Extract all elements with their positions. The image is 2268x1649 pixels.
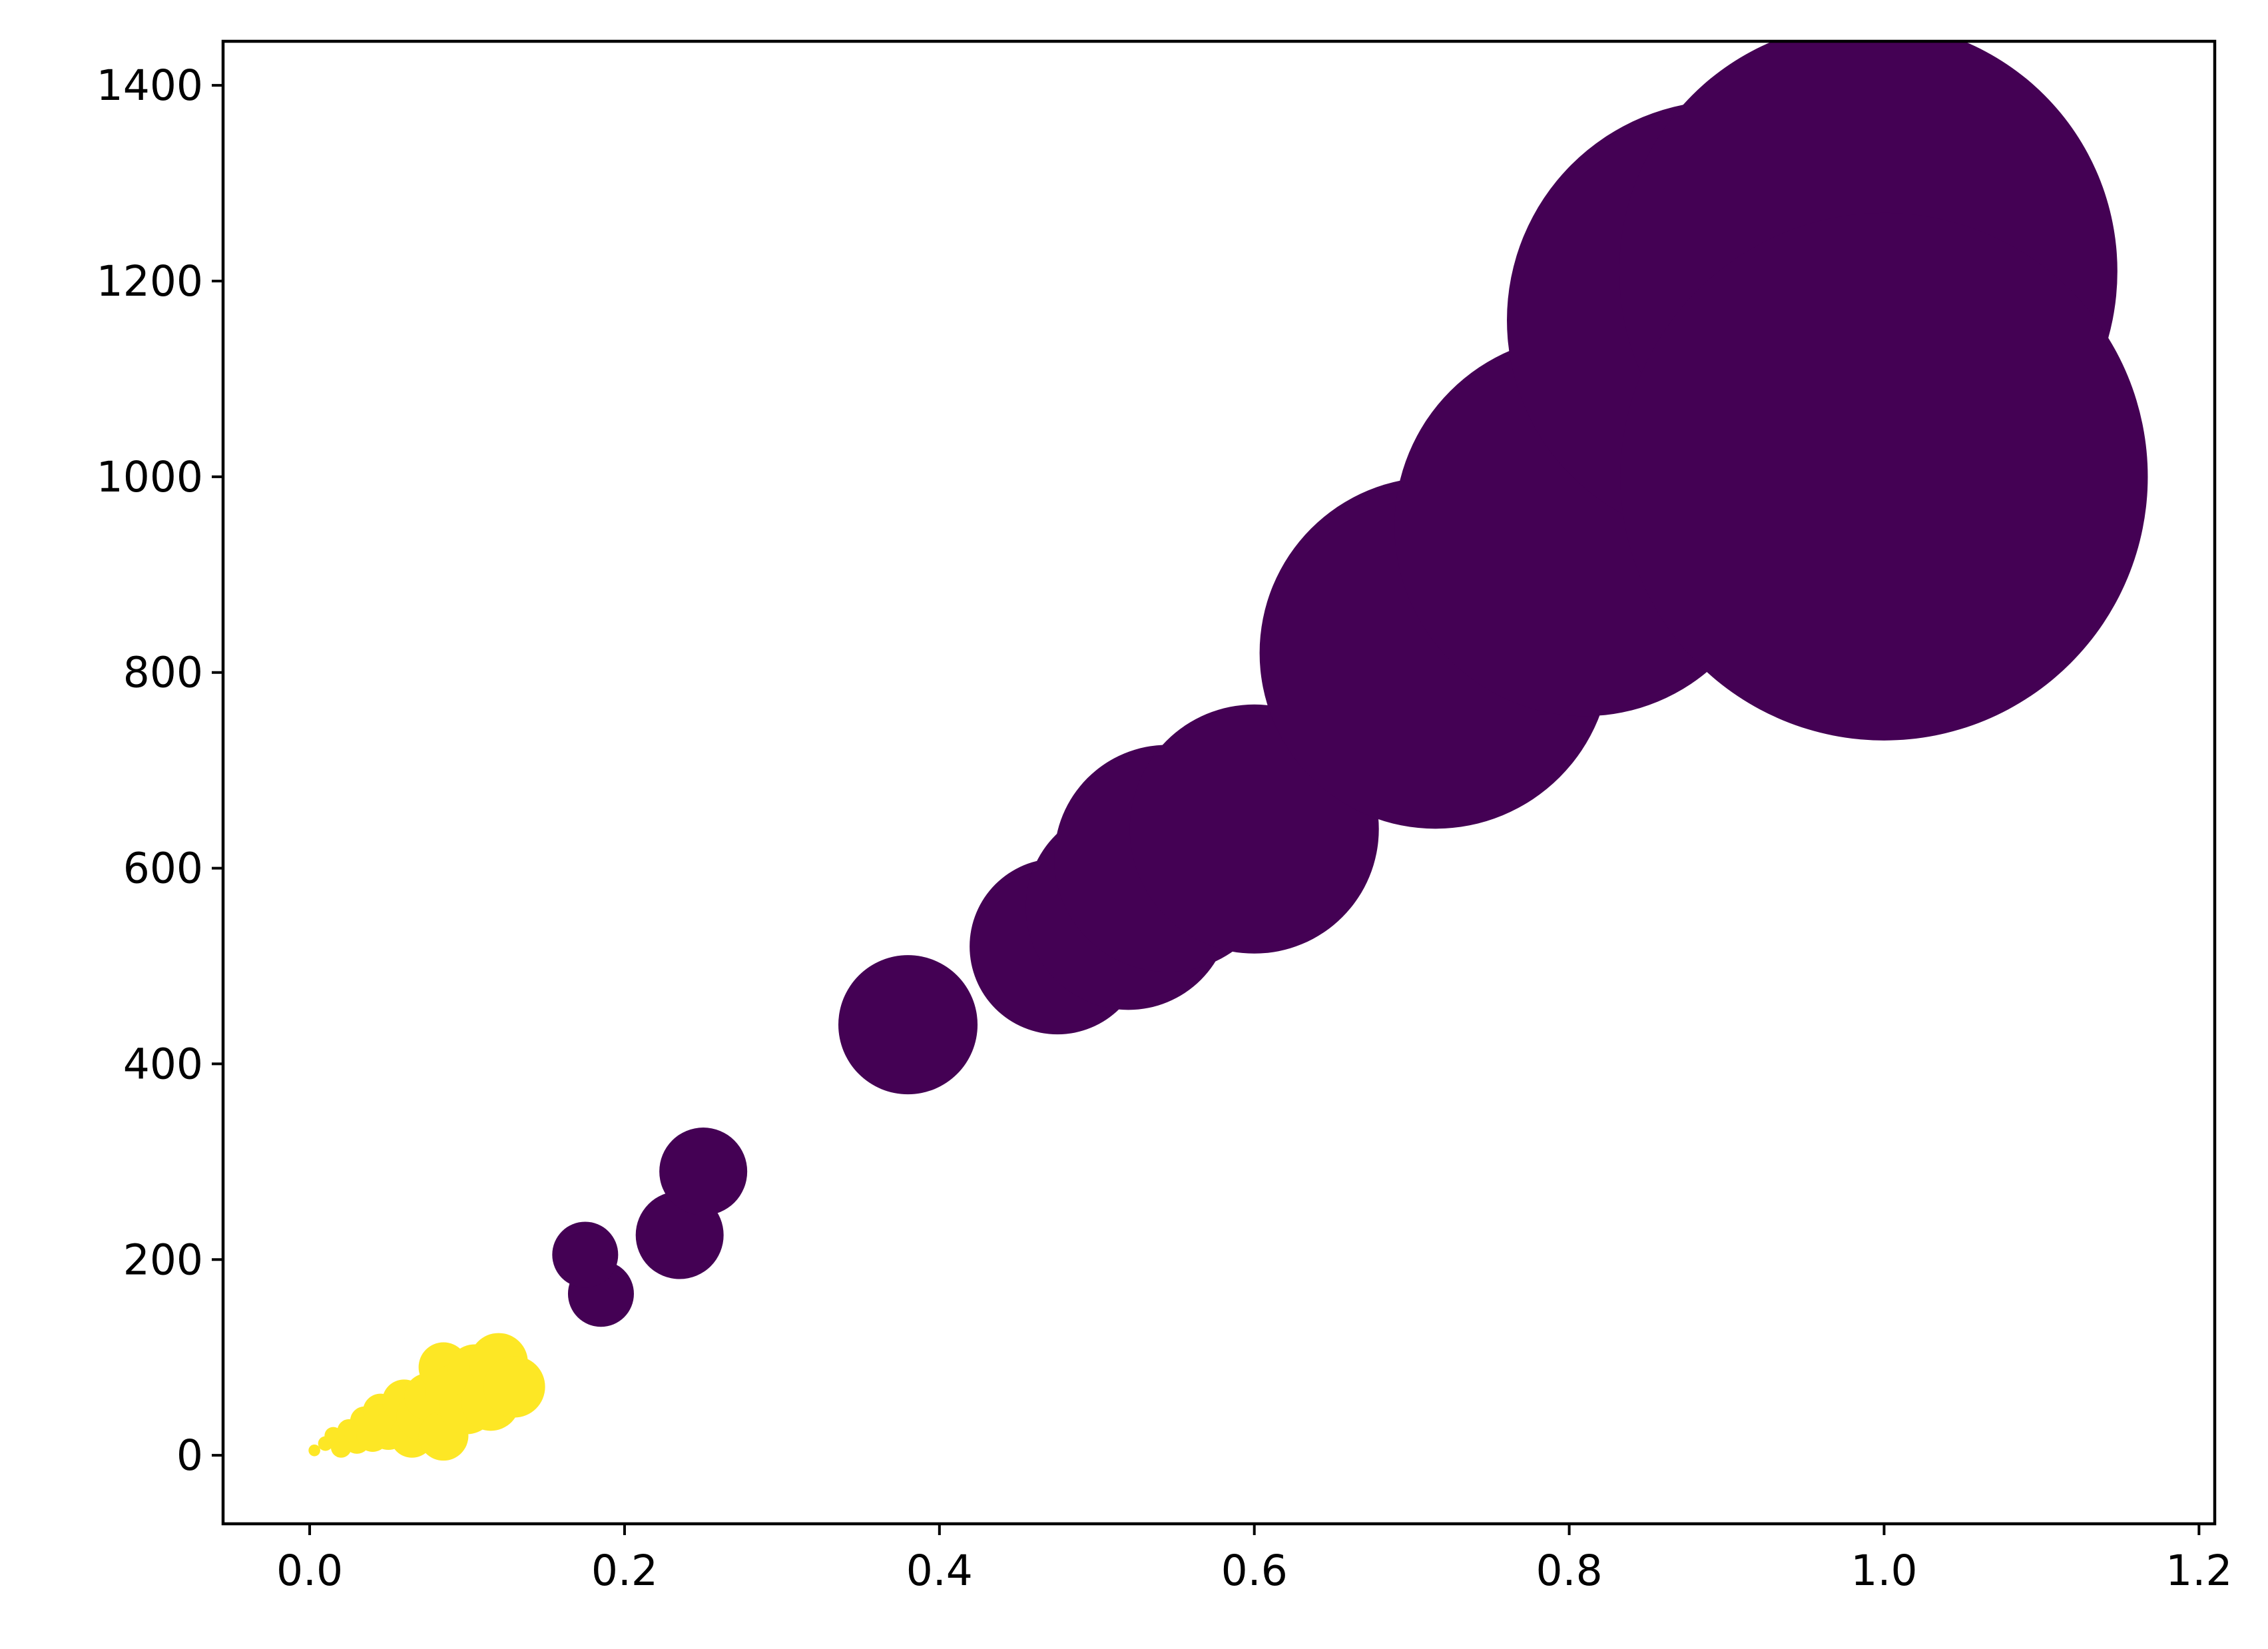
- data-point: [838, 955, 978, 1095]
- x-axis: 0.0 0.2 0.4 0.6 0.8 1.0 1.2: [276, 1524, 2232, 1595]
- y-tick-label: 800: [123, 649, 203, 697]
- x-tick-label: 0.2: [591, 1546, 658, 1595]
- y-tick-label: 400: [123, 1040, 203, 1088]
- data-point: [308, 1445, 320, 1457]
- data-point: [552, 1221, 619, 1288]
- y-tick-label: 1200: [97, 257, 203, 306]
- data-point: [483, 1356, 545, 1418]
- series-1: [308, 1333, 545, 1461]
- y-tick-label: 0: [176, 1431, 203, 1480]
- x-tick-label: 1.0: [1850, 1546, 1917, 1595]
- data-point: [659, 1128, 748, 1216]
- x-tick-label: 1.2: [2165, 1546, 2232, 1595]
- y-tick-label: 600: [123, 844, 203, 893]
- x-tick-label: 0.6: [1221, 1546, 1288, 1595]
- series-0: [380, 41, 2148, 1411]
- y-tick-label: 1000: [97, 453, 203, 501]
- y-tick-label: 1400: [97, 61, 203, 110]
- y-axis: 0 200 400 600 800 1000 1200 1400: [97, 61, 223, 1480]
- x-tick-label: 0.8: [1536, 1546, 1602, 1595]
- plot-area-frame: [221, 39, 2217, 1526]
- data-point: [1620, 212, 2148, 741]
- x-tick-label: 0.4: [906, 1546, 973, 1595]
- x-tick-label: 0.0: [276, 1546, 343, 1595]
- data-points: [308, 41, 2148, 1461]
- y-tick-label: 200: [123, 1235, 203, 1284]
